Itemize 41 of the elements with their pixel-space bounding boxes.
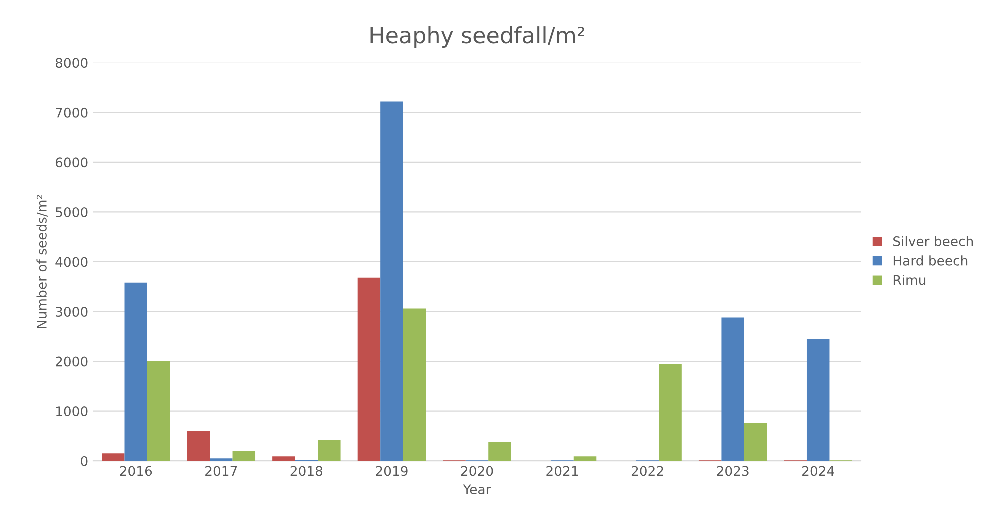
bar	[488, 442, 512, 462]
y-tick-label: 5000	[56, 207, 88, 218]
bar	[403, 308, 426, 462]
bar	[358, 278, 381, 462]
bar	[102, 454, 125, 462]
bar	[744, 423, 768, 462]
legend-label: Silver beech	[894, 236, 974, 246]
y-tick-label: 8000	[56, 58, 88, 68]
bar	[659, 364, 682, 462]
x-tick-label: 2019	[376, 466, 408, 476]
y-tick-label: 0	[81, 456, 88, 466]
bar	[722, 318, 744, 462]
legend-label: Hard beech	[894, 256, 968, 266]
bar	[210, 458, 233, 462]
x-tick-label: 2018	[290, 466, 323, 476]
x-tick-label: 2023	[717, 466, 749, 476]
x-tick-label: 2024	[802, 466, 834, 476]
bar	[272, 456, 296, 462]
y-tick-label: 4000	[56, 257, 88, 268]
y-tick-label: 3000	[56, 307, 88, 317]
bar	[806, 339, 830, 462]
x-tick-label: 2020	[461, 466, 494, 476]
y-tick-label: 1000	[56, 406, 88, 417]
x-tick-label: 2022	[632, 466, 664, 476]
x-axis-title: Year	[463, 484, 492, 495]
x-tick-label: 2016	[120, 466, 152, 476]
chart-title: Heaphy seedfall/m²	[370, 26, 584, 48]
y-tick-label: 6000	[56, 158, 88, 168]
y-tick-label: 2000	[56, 356, 88, 367]
legend-label: Rimu	[894, 274, 926, 286]
x-tick-label: 2021	[546, 466, 578, 476]
bar	[574, 456, 597, 462]
y-tick-label: 7000	[56, 108, 88, 118]
bar	[318, 440, 341, 462]
bar	[380, 102, 404, 462]
bar	[147, 362, 170, 462]
x-tick-label: 2017	[206, 466, 238, 476]
bar	[187, 431, 210, 462]
y-axis-title: Number of seeds/m²	[36, 195, 48, 328]
bar	[232, 451, 256, 462]
bar	[124, 282, 148, 462]
